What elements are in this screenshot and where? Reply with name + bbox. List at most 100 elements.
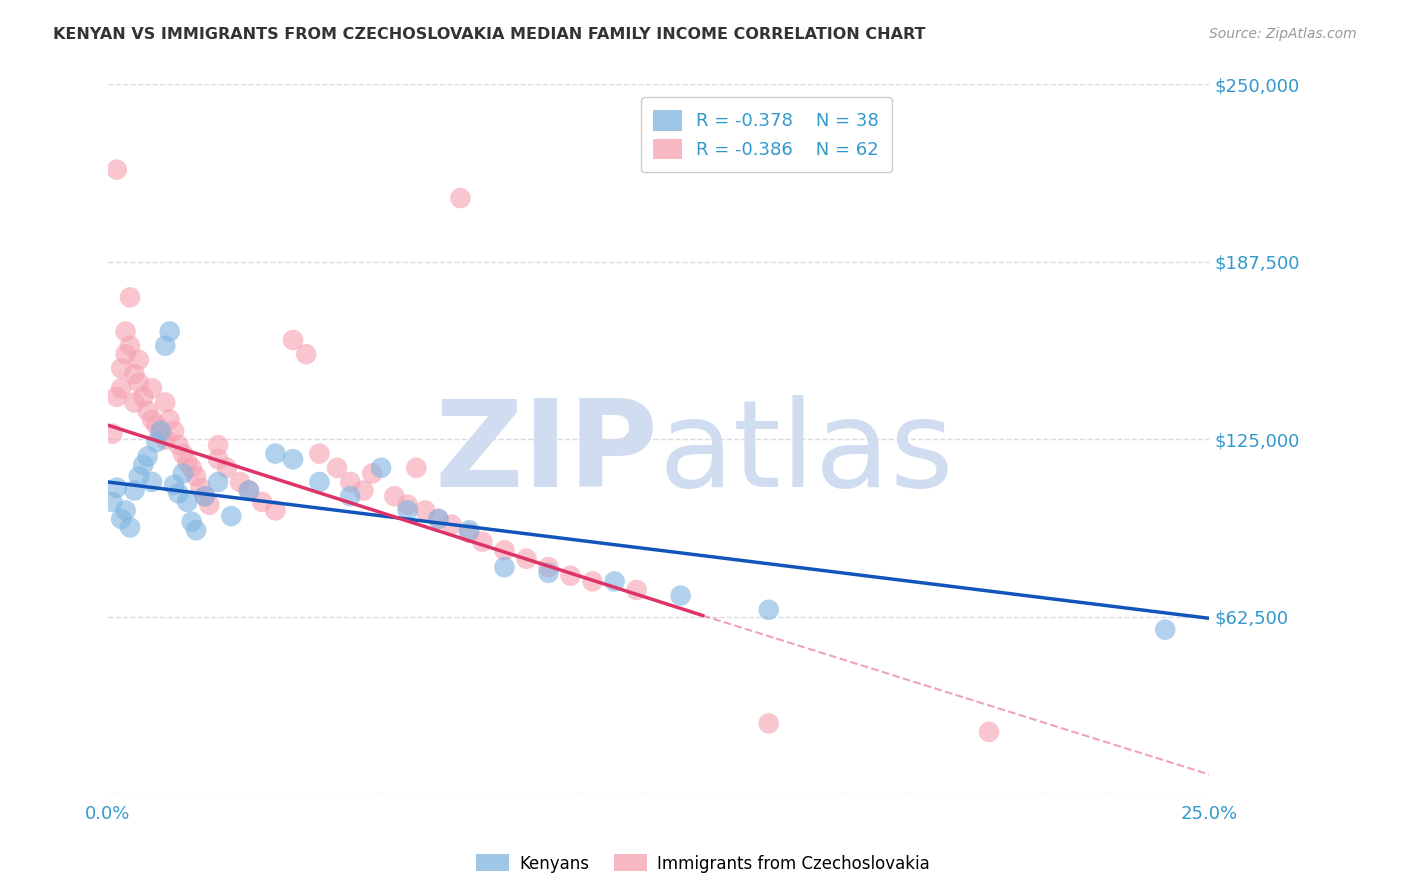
- Point: [537, 566, 560, 580]
- Point: [281, 333, 304, 347]
- Point: [758, 716, 780, 731]
- Point: [238, 483, 260, 498]
- Point: [124, 367, 146, 381]
- Point: [128, 469, 150, 483]
- Point: [105, 390, 128, 404]
- Point: [281, 452, 304, 467]
- Point: [264, 503, 287, 517]
- Point: [339, 475, 361, 489]
- Point: [118, 520, 141, 534]
- Point: [180, 460, 202, 475]
- Point: [669, 589, 692, 603]
- Point: [238, 483, 260, 498]
- Point: [141, 475, 163, 489]
- Point: [159, 325, 181, 339]
- Point: [382, 489, 405, 503]
- Point: [155, 395, 177, 409]
- Point: [190, 481, 212, 495]
- Point: [149, 426, 172, 441]
- Point: [118, 339, 141, 353]
- Point: [626, 582, 648, 597]
- Point: [145, 435, 167, 450]
- Point: [405, 460, 427, 475]
- Point: [537, 560, 560, 574]
- Point: [141, 412, 163, 426]
- Point: [207, 452, 229, 467]
- Point: [458, 523, 481, 537]
- Point: [413, 503, 436, 517]
- Point: [110, 381, 132, 395]
- Point: [159, 412, 181, 426]
- Point: [132, 458, 155, 472]
- Point: [326, 460, 349, 475]
- Legend: R = -0.378    N = 38, R = -0.386    N = 62: R = -0.378 N = 38, R = -0.386 N = 62: [641, 97, 891, 172]
- Point: [215, 460, 238, 475]
- Legend: Kenyans, Immigrants from Czechoslovakia: Kenyans, Immigrants from Czechoslovakia: [470, 847, 936, 880]
- Point: [264, 447, 287, 461]
- Point: [101, 426, 124, 441]
- Point: [124, 395, 146, 409]
- Point: [141, 381, 163, 395]
- Point: [132, 390, 155, 404]
- Point: [458, 526, 481, 541]
- Point: [176, 455, 198, 469]
- Point: [136, 450, 159, 464]
- Point: [427, 512, 450, 526]
- Point: [180, 515, 202, 529]
- Point: [353, 483, 375, 498]
- Point: [118, 290, 141, 304]
- Point: [172, 467, 194, 481]
- Point: [114, 325, 136, 339]
- Point: [136, 404, 159, 418]
- Point: [515, 551, 537, 566]
- Point: [440, 517, 463, 532]
- Point: [114, 347, 136, 361]
- Point: [194, 489, 217, 503]
- Point: [308, 475, 330, 489]
- Point: [176, 495, 198, 509]
- Point: [361, 467, 384, 481]
- Point: [370, 460, 392, 475]
- Point: [167, 486, 190, 500]
- Point: [581, 574, 603, 589]
- Point: [494, 543, 516, 558]
- Point: [494, 560, 516, 574]
- Point: [110, 512, 132, 526]
- Point: [149, 424, 172, 438]
- Point: [396, 503, 419, 517]
- Point: [471, 534, 494, 549]
- Point: [339, 489, 361, 503]
- Point: [194, 489, 217, 503]
- Point: [207, 438, 229, 452]
- Point: [110, 361, 132, 376]
- Point: [128, 352, 150, 367]
- Point: [105, 481, 128, 495]
- Point: [184, 469, 207, 483]
- Point: [101, 495, 124, 509]
- Text: KENYAN VS IMMIGRANTS FROM CZECHOSLOVAKIA MEDIAN FAMILY INCOME CORRELATION CHART: KENYAN VS IMMIGRANTS FROM CZECHOSLOVAKIA…: [53, 27, 927, 42]
- Point: [603, 574, 626, 589]
- Point: [221, 509, 243, 524]
- Point: [155, 339, 177, 353]
- Point: [396, 498, 419, 512]
- Point: [145, 418, 167, 433]
- Point: [172, 447, 194, 461]
- Point: [163, 424, 186, 438]
- Point: [207, 475, 229, 489]
- Text: Source: ZipAtlas.com: Source: ZipAtlas.com: [1209, 27, 1357, 41]
- Point: [560, 568, 582, 582]
- Point: [105, 162, 128, 177]
- Text: atlas: atlas: [658, 395, 955, 512]
- Point: [167, 438, 190, 452]
- Text: ZIP: ZIP: [434, 395, 658, 512]
- Point: [449, 191, 471, 205]
- Point: [184, 523, 207, 537]
- Point: [295, 347, 318, 361]
- Point: [308, 447, 330, 461]
- Point: [124, 483, 146, 498]
- Point: [977, 725, 1000, 739]
- Point: [155, 433, 177, 447]
- Point: [758, 603, 780, 617]
- Point: [427, 512, 450, 526]
- Point: [1154, 623, 1177, 637]
